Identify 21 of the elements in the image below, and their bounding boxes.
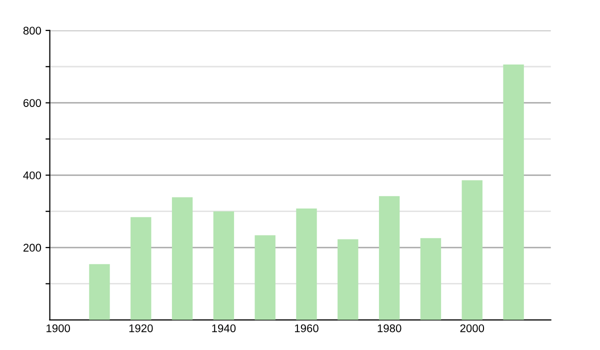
bar	[89, 264, 110, 320]
bar	[172, 197, 193, 320]
y-tick-label: 600	[23, 99, 42, 107]
bar	[296, 208, 317, 320]
bar	[420, 238, 442, 320]
bar	[378, 196, 400, 320]
y-tick-label: 400	[23, 171, 42, 180]
bar	[503, 64, 524, 320]
bar	[213, 211, 234, 320]
bar	[130, 217, 152, 320]
y-tick-label: 800	[23, 26, 42, 35]
x-tick-label: 2000	[460, 324, 484, 332]
y-tick-label: 200	[23, 244, 42, 252]
bar	[254, 235, 276, 320]
bar	[462, 180, 482, 320]
x-tick-label: 1920	[129, 324, 153, 332]
bar	[338, 239, 358, 320]
x-tick-label: 1900	[46, 324, 70, 332]
x-tick-label: 1960	[295, 324, 318, 332]
x-tick-label: 1980	[378, 324, 402, 332]
x-tick-label: 1940	[212, 324, 236, 332]
